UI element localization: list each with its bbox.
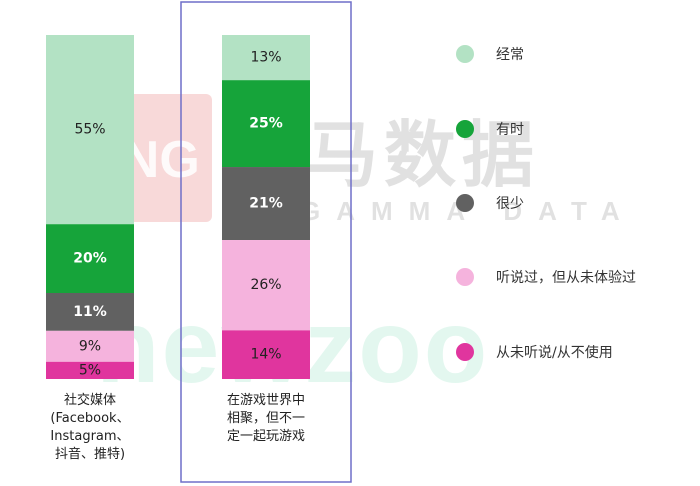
legend-label: 听说过，但从未体验过: [496, 270, 636, 286]
legend-swatch: [456, 120, 474, 138]
bar-value-label: 9%: [79, 338, 101, 354]
legend-label: 有时: [496, 122, 524, 138]
legend-item: 很少: [456, 192, 524, 214]
bar-segment: [222, 330, 310, 379]
bar-value-label: 55%: [74, 122, 105, 138]
legend-item: 有时: [456, 118, 524, 140]
bar-segment: [222, 167, 310, 241]
legend-item: 经常: [456, 43, 524, 65]
legend-label: 很少: [496, 196, 524, 212]
legend-swatch: [456, 343, 474, 361]
bar-value-label: 21%: [249, 196, 283, 212]
bar-value-label: 20%: [73, 251, 107, 267]
category-label: 在游戏世界中 相聚，但不一 定一起玩游戏: [226, 393, 305, 444]
bar-value-label: 11%: [73, 304, 107, 320]
bar-segment: [222, 80, 310, 168]
bar-value-label: 14%: [250, 347, 281, 363]
legend-label: 从未听说/从不使用: [496, 345, 613, 361]
legend-swatch: [456, 268, 474, 286]
bar-segment: [46, 224, 134, 293]
legend-swatch: [456, 45, 474, 63]
legend-item: 从未听说/从不使用: [456, 341, 613, 363]
bar-segment: [222, 35, 310, 81]
highlight-frame: [180, 1, 352, 483]
legend-item: 听说过，但从未体验过: [456, 266, 636, 288]
bar-segment: [46, 293, 134, 331]
bar-segment: [46, 35, 134, 225]
legend-swatch: [456, 194, 474, 212]
bar-segment: [46, 330, 134, 362]
category-label: 社交媒体 (Facebook、 Instagram、 抖音、推特): [50, 393, 130, 462]
bar-segment: [46, 361, 134, 379]
bar-value-label: 26%: [250, 277, 281, 293]
legend-label: 经常: [496, 47, 524, 63]
bar-value-label: 25%: [249, 116, 283, 132]
bar-value-label: 13%: [250, 50, 281, 66]
bar-segment: [222, 240, 310, 331]
bar-value-label: 5%: [79, 362, 101, 378]
